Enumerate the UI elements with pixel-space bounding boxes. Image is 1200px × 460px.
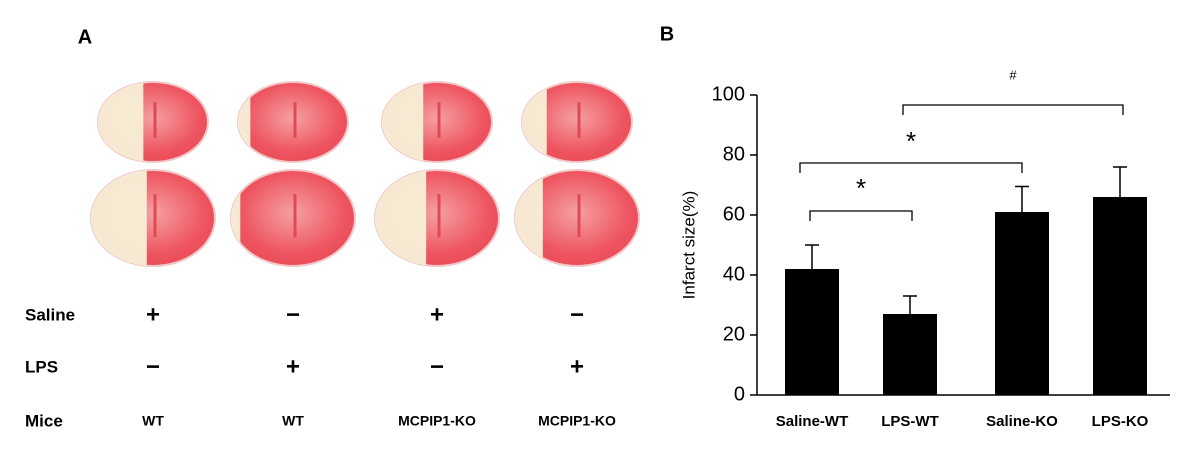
cell: + xyxy=(286,353,300,380)
error-bar xyxy=(903,295,917,314)
infarct-area xyxy=(375,170,427,266)
row-label: LPS xyxy=(25,357,58,376)
row-label: Saline xyxy=(25,305,75,324)
significance-mark: * xyxy=(906,126,916,156)
cell: − xyxy=(570,301,584,328)
significance-mark: * xyxy=(856,173,866,203)
significance-bracket xyxy=(809,210,913,221)
y-tick-label: 20 xyxy=(723,323,745,345)
infarct-area xyxy=(382,82,424,162)
cell: + xyxy=(430,301,444,328)
cell: WT xyxy=(142,413,164,429)
brain-section xyxy=(230,169,356,267)
x-tick-label: Saline-WT xyxy=(776,413,849,430)
error-bar xyxy=(1015,185,1029,212)
significance-bracket xyxy=(799,162,1023,173)
bar xyxy=(785,269,839,395)
significance-bracket xyxy=(902,104,1124,115)
cell: − xyxy=(146,353,160,380)
infarct-area xyxy=(91,170,147,266)
y-axis-label: Infarct size(%) xyxy=(679,191,698,300)
cell: WT xyxy=(282,413,304,429)
error-bar xyxy=(805,244,819,269)
y-tick-label: 0 xyxy=(734,383,745,405)
x-tick-label: LPS-KO xyxy=(1092,413,1149,430)
cell: − xyxy=(286,301,300,328)
cell: MCPIP1-KO xyxy=(538,413,616,429)
infarct-area xyxy=(522,82,547,162)
panel-a: A Saline + − + − LPS − + − + Mice WT WT MCPIP1-KO MCPI… xyxy=(25,26,640,430)
infarct-area xyxy=(515,170,543,266)
cell: − xyxy=(430,353,444,380)
panel-label: B xyxy=(660,23,674,45)
infarct-area xyxy=(238,82,251,162)
cell: + xyxy=(146,301,160,328)
cell: MCPIP1-KO xyxy=(398,413,476,429)
bar xyxy=(1093,197,1147,395)
y-tick-label: 60 xyxy=(723,203,745,225)
bar xyxy=(995,212,1049,395)
significance-mark: # xyxy=(1009,67,1017,82)
y-tick-label: 40 xyxy=(723,263,745,285)
panel-label: A xyxy=(78,26,92,48)
panel-b: B Infarct size(%) 0 20 40 60 80 100 Saline-WT L… xyxy=(660,23,1170,430)
brain-section xyxy=(237,81,349,163)
row-label: Mice xyxy=(25,411,63,430)
error-bar xyxy=(1113,166,1127,197)
y-tick-label: 100 xyxy=(712,83,745,105)
x-tick-label: LPS-WT xyxy=(881,413,939,430)
cell: + xyxy=(570,353,584,380)
y-tick-label: 80 xyxy=(723,143,745,165)
bar xyxy=(883,314,937,395)
infarct-area xyxy=(231,170,241,266)
x-tick-label: Saline-KO xyxy=(986,413,1058,430)
infarct-area xyxy=(98,82,144,162)
